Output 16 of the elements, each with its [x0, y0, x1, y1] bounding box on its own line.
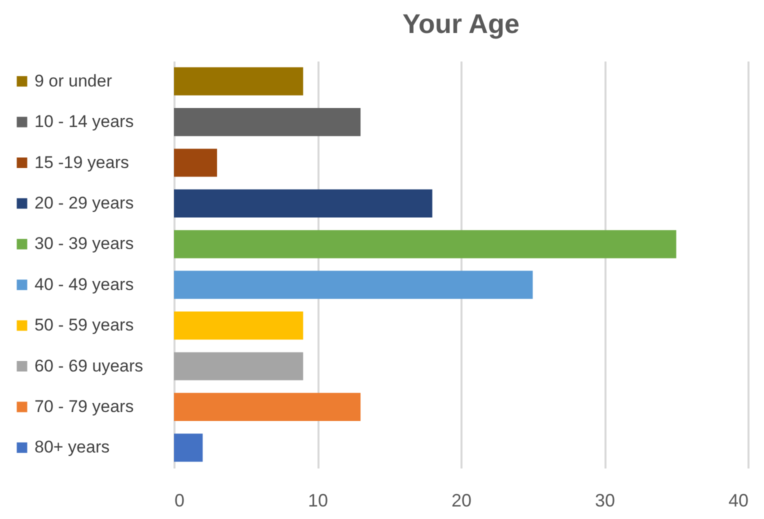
y-tick-label: 10 - 14 years: [34, 112, 134, 132]
x-tick-label: 30: [594, 490, 616, 510]
y-tick-label: 80+ years: [34, 438, 110, 457]
y-tick-label: 40 - 49 years: [34, 274, 134, 294]
y-tick-label: 60 - 69 uyears: [34, 356, 144, 376]
y-tick-label: 20 - 29 years: [34, 193, 134, 212]
x-tick-label: 40: [728, 490, 748, 510]
x-tick-label: 0: [174, 490, 185, 510]
chart-title: Your Age: [402, 9, 520, 39]
y-tick-label: 50 - 59 years: [34, 316, 134, 335]
y-tick-label: 70 - 79 years: [34, 396, 134, 416]
x-tick-label: 20: [451, 490, 472, 510]
x-tick-label: 10: [308, 490, 328, 510]
y-tick-label: 30 - 39 years: [34, 234, 134, 254]
y-tick-label: 15 -19 years: [34, 152, 129, 172]
y-tick-label: 9 or under: [34, 71, 112, 90]
